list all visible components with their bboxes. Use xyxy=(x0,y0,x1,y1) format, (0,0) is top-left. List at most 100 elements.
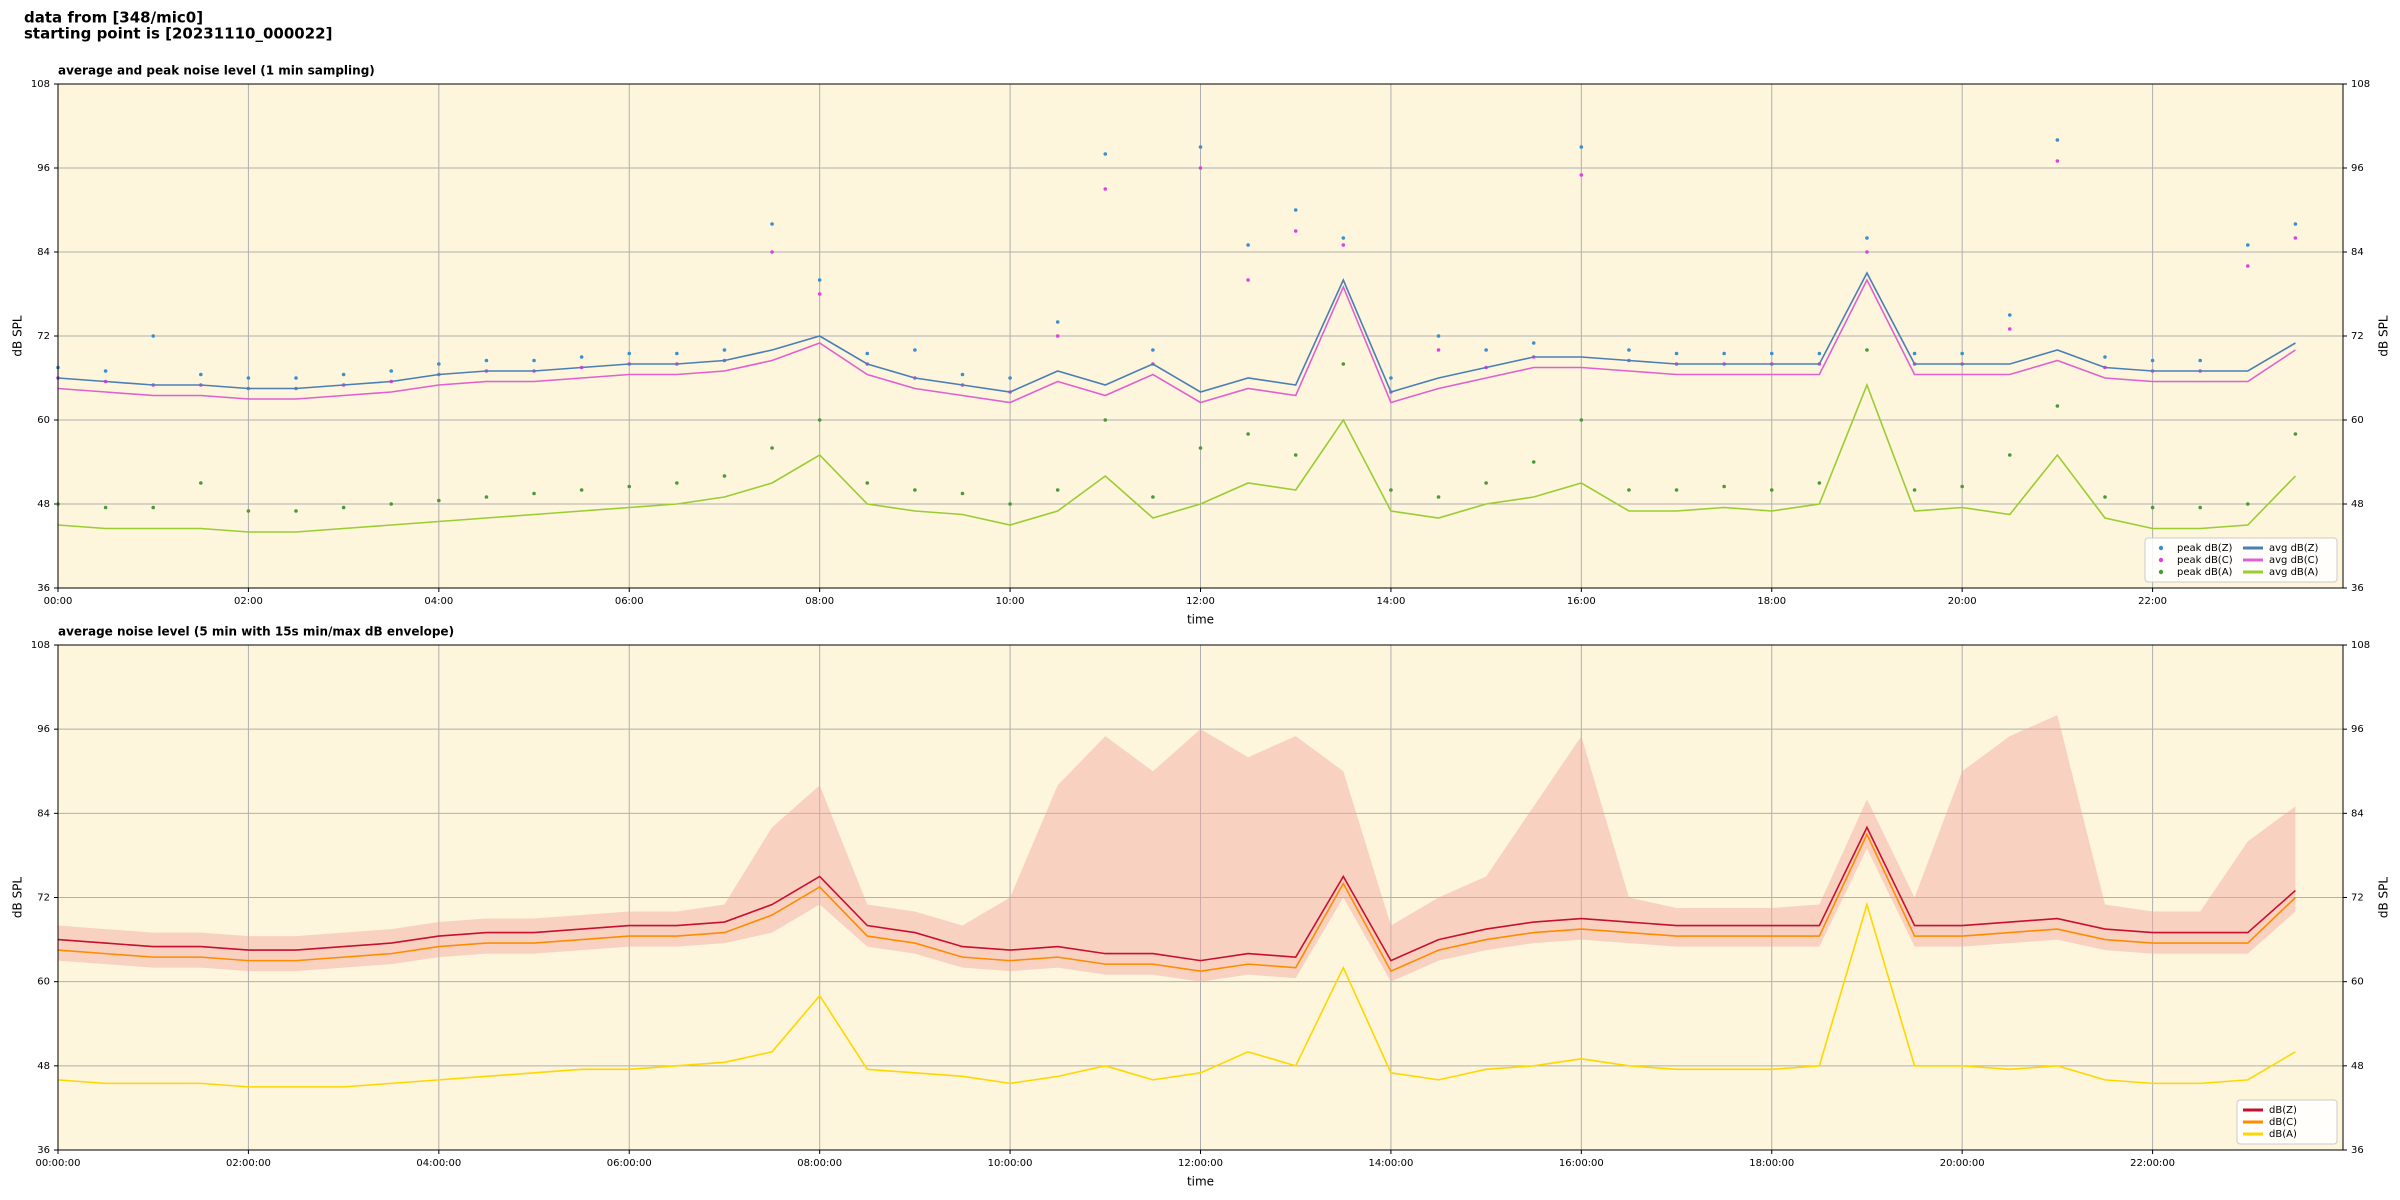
peak-dot xyxy=(151,334,156,338)
y2-tick-label: 96 xyxy=(2351,163,2364,174)
peak-dot xyxy=(1246,432,1250,436)
y-tick-label: 60 xyxy=(37,977,50,988)
y2-tick-label: 96 xyxy=(2351,724,2364,735)
peak-dot xyxy=(199,372,203,377)
y-tick-label: 108 xyxy=(31,79,50,90)
peak-dot xyxy=(1817,351,1822,356)
legend-label: peak dB(C) xyxy=(2177,555,2233,566)
peak-dot xyxy=(1246,243,1250,247)
x-tick-label: 08:00:00 xyxy=(797,1158,842,1169)
x-tick-label: 00:00 xyxy=(44,596,73,607)
peak-dot xyxy=(770,222,774,226)
peak-dot xyxy=(1008,376,1012,380)
legend-label: peak dB(Z) xyxy=(2177,543,2233,554)
series-line xyxy=(57,832,2296,973)
peak-dot xyxy=(103,505,108,510)
y2-tick-label: 60 xyxy=(2351,977,2364,988)
peak-dot xyxy=(579,488,584,492)
peak-dot xyxy=(2055,138,2060,142)
series-line xyxy=(57,278,2296,404)
x-tick-label: 12:00 xyxy=(1186,596,1215,607)
x-tick-label: 18:00:00 xyxy=(1749,1158,1794,1169)
peak-dot xyxy=(1865,348,1869,352)
peak-dot xyxy=(1531,341,1536,345)
y-tick-label: 36 xyxy=(37,583,50,594)
x-tick-label: 00:00:00 xyxy=(36,1158,81,1169)
peak-dot xyxy=(1484,348,1488,352)
y2-tick-label: 72 xyxy=(2351,331,2364,342)
peak-dot xyxy=(1722,351,1726,356)
peak-dot xyxy=(2245,243,2250,247)
chart-title: average noise level (5 min with 15s min/… xyxy=(58,625,454,639)
x-tick-label: 08:00 xyxy=(805,596,834,607)
peak-dot xyxy=(1151,495,1155,499)
x-tick-label: 10:00:00 xyxy=(988,1158,1033,1169)
peak-dot xyxy=(1912,351,1917,356)
peak-dot xyxy=(1722,484,1726,489)
legend-box xyxy=(2144,537,2338,583)
x-axis-label: time xyxy=(1187,613,1214,627)
x-tick-label: 20:00:00 xyxy=(1940,1158,1985,1169)
peak-dot xyxy=(532,358,536,363)
y2-tick-label: 36 xyxy=(2351,583,2364,594)
peak-dot xyxy=(2007,327,2012,331)
peak-dot xyxy=(1293,208,1298,212)
y-tick-label: 108 xyxy=(31,640,50,651)
y-tick-label: 48 xyxy=(37,1061,50,1072)
series-line xyxy=(57,901,2296,1088)
y-axis-label: dB SPL xyxy=(11,315,25,357)
peak-dot xyxy=(2055,159,2060,163)
y2-tick-label: 84 xyxy=(2351,808,2364,819)
peak-dot xyxy=(1293,453,1298,457)
peak-dot xyxy=(2007,313,2012,317)
peak-dot xyxy=(1341,236,1346,240)
peak-dot xyxy=(1293,229,1298,233)
peak-dot xyxy=(1151,348,1155,352)
y-axis-label: dB SPL xyxy=(2377,315,2391,357)
peak-dot xyxy=(1817,481,1822,485)
peak-dot xyxy=(2293,236,2298,240)
peak-dot xyxy=(913,488,917,492)
y-tick-label: 72 xyxy=(37,331,50,342)
x-tick-label: 02:00 xyxy=(234,596,263,607)
peak-dot xyxy=(1103,418,1108,422)
x-tick-label: 16:00:00 xyxy=(1559,1158,1604,1169)
peak-dot xyxy=(2103,495,2107,499)
peak-dot xyxy=(2150,505,2155,510)
series-line xyxy=(57,825,2296,962)
peak-dot xyxy=(103,369,108,373)
y-axis-label: dB SPL xyxy=(11,877,25,919)
legend-label: avg dB(C) xyxy=(2269,555,2319,566)
peak-dot xyxy=(2198,505,2202,510)
x-tick-label: 04:00:00 xyxy=(416,1158,461,1169)
x-tick-label: 06:00 xyxy=(615,596,644,607)
legend-label: dB(C) xyxy=(2269,1117,2297,1128)
peak-dot xyxy=(865,351,870,356)
peak-dot xyxy=(817,292,822,296)
plot-frame xyxy=(57,83,2344,589)
chart-title: average and peak noise level (1 min samp… xyxy=(58,64,375,78)
peak-dot xyxy=(1674,488,1679,492)
peak-dot xyxy=(960,491,965,496)
y-axis-label: dB SPL xyxy=(2377,877,2391,919)
header-line: data from [348/mic0] xyxy=(24,9,203,27)
y2-tick-label: 48 xyxy=(2351,499,2364,510)
peak-dot xyxy=(1769,488,1774,492)
y2-tick-label: 84 xyxy=(2351,247,2364,258)
peak-dot xyxy=(1579,418,1584,422)
y2-tick-label: 48 xyxy=(2351,1061,2364,1072)
peak-dot xyxy=(1055,320,1060,324)
peak-dot xyxy=(1579,145,1584,149)
legend-swatch xyxy=(2158,569,2164,575)
peak-dot xyxy=(960,372,965,377)
peak-dot xyxy=(627,351,632,356)
peak-dot xyxy=(1436,348,1441,352)
peak-dot xyxy=(1436,495,1441,499)
peak-dot xyxy=(770,446,774,450)
peak-dot xyxy=(199,481,203,485)
y2-tick-label: 60 xyxy=(2351,415,2364,426)
peak-dot xyxy=(1055,334,1060,338)
peak-dot xyxy=(1531,460,1536,464)
